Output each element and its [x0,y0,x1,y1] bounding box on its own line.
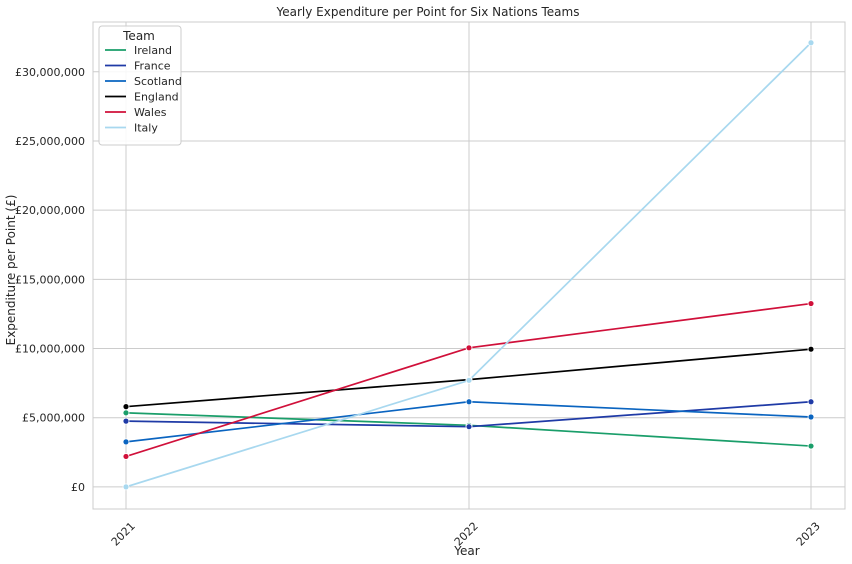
legend-title: Team [122,29,155,43]
legend-label: Wales [134,106,167,119]
legend-label: England [134,91,179,104]
y-tick-label: £20,000,000 [15,204,85,217]
y-tick-label: £10,000,000 [15,343,85,356]
y-tick-label: £0 [71,481,85,494]
y-tick-label: £30,000,000 [15,66,85,79]
legend-label: France [134,60,171,73]
data-point-england [122,403,130,411]
legend-label: Ireland [134,44,172,57]
x-axis-title: Year [453,544,479,558]
y-axis-title: Expenditure per Point (£) [4,195,18,346]
data-point-scotland [122,438,130,446]
data-point-ireland [807,442,815,450]
data-point-wales [122,453,130,460]
data-point-wales [807,300,815,307]
data-point-scotland [465,398,473,406]
series-lines [122,39,815,491]
y-tick-label: £25,000,000 [15,135,85,148]
data-point-ireland [122,409,130,417]
data-point-scotland [807,413,815,421]
chart-title: Yearly Expenditure per Point for Six Nat… [276,5,580,19]
data-point-italy [122,483,130,491]
y-tick-label: £5,000,000 [22,412,85,425]
data-point-italy [807,39,815,47]
data-point-france [465,423,473,431]
y-axis-ticks: £0 £5,000,000 £10,000,000 £15,000,000 £20,00… [15,66,85,494]
data-point-france [807,398,815,406]
data-point-italy [465,376,473,384]
data-point-england [807,345,815,353]
data-point-wales [465,344,473,352]
data-point-france [122,417,130,425]
legend-box [98,25,182,146]
legend-label: Scotland [134,75,182,88]
plot-frame [92,21,846,510]
legend-label: Italy [134,122,158,135]
y-tick-label: £15,000,000 [15,273,85,286]
